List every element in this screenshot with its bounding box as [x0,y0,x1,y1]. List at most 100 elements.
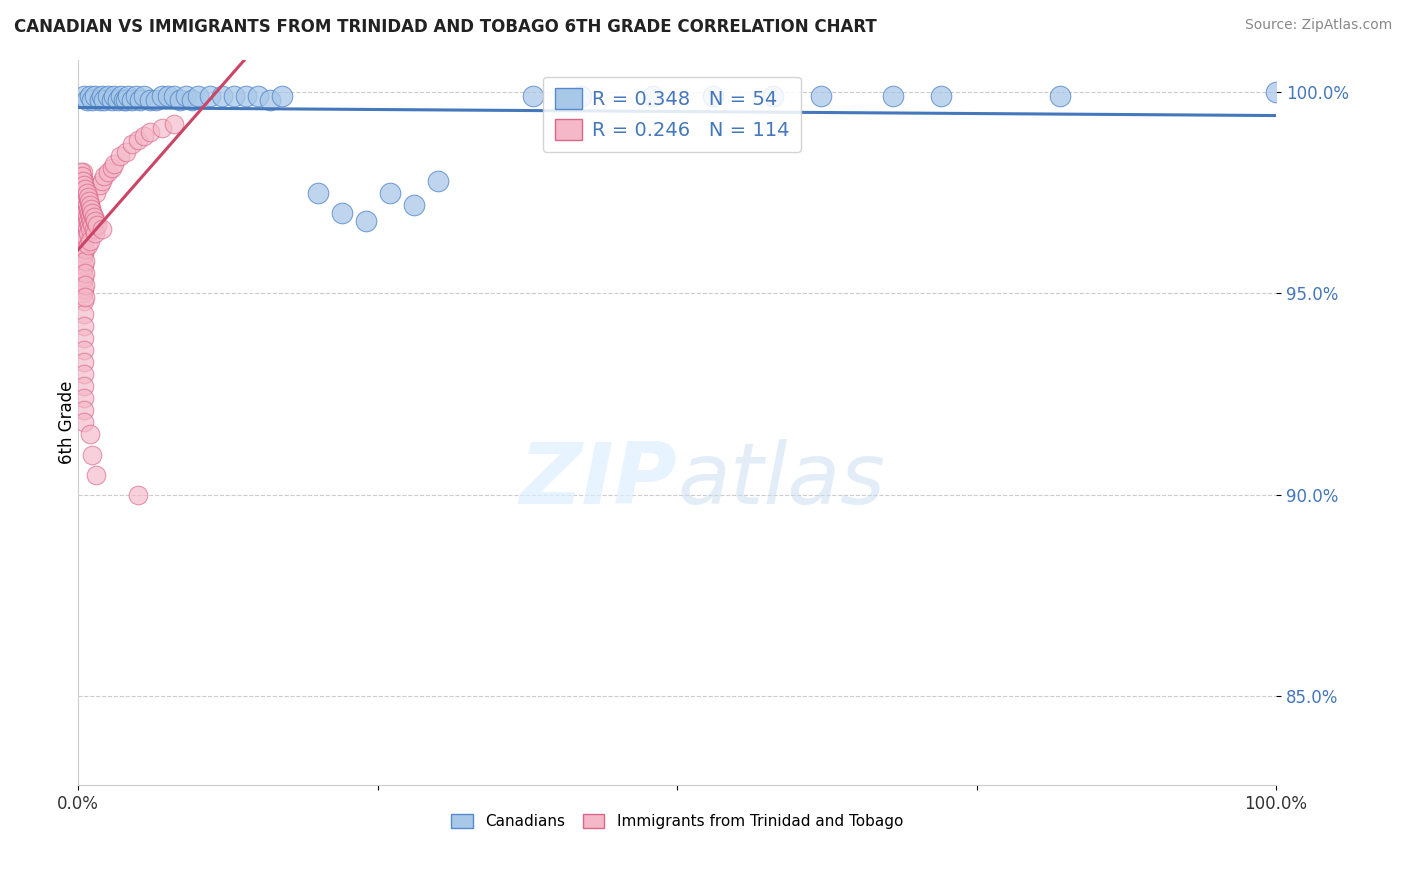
Point [76,189,98,203]
Point [132,129,155,144]
Point [83,214,105,228]
Point [882,88,904,103]
Point [354,214,377,228]
Point [117,88,139,103]
Point [270,88,292,103]
Point [150,88,173,103]
Point [69,189,91,203]
Point [70,169,93,184]
Point [108,149,131,163]
Point [139,93,162,107]
Point [129,93,152,107]
Point [84,186,107,200]
Point [75,230,97,244]
Point [79,197,101,211]
Point [73,331,96,345]
Point [83,210,105,224]
Point [307,186,329,200]
Point [121,137,143,152]
Point [72,262,94,277]
Point [70,181,93,195]
Point [93,93,115,107]
Point [75,181,97,195]
Point [75,290,97,304]
Point [75,254,97,268]
Point [72,286,94,301]
Point [72,274,94,288]
Point [127,133,149,147]
Point [72,173,94,187]
Point [82,206,104,220]
Point [222,88,245,103]
Point [73,379,96,393]
Point [73,234,96,248]
Point [67,173,90,187]
Point [198,88,221,103]
Point [73,258,96,272]
Point [70,230,93,244]
Point [73,367,96,381]
Point [69,178,91,192]
Point [73,270,96,285]
Point [69,214,91,228]
Point [79,210,101,224]
Point [73,355,96,369]
Point [211,88,233,103]
Point [187,88,209,103]
Point [80,202,103,216]
Point [174,88,197,103]
Text: CANADIAN VS IMMIGRANTS FROM TRINIDAD AND TOBAGO 6TH GRADE CORRELATION CHART: CANADIAN VS IMMIGRANTS FROM TRINIDAD AND… [14,18,877,36]
Point [79,427,101,442]
Point [97,165,120,179]
Point [70,218,93,232]
Point [127,488,149,502]
Point [91,222,114,236]
Point [76,186,98,200]
Point [79,197,101,211]
Point [80,214,103,228]
Point [73,343,96,357]
Text: Source: ZipAtlas.com: Source: ZipAtlas.com [1244,18,1392,32]
Point [70,194,93,208]
Point [156,88,179,103]
Point [103,88,125,103]
Point [89,93,111,107]
Point [70,169,93,184]
Point [83,210,105,224]
Point [72,250,94,264]
Point [259,93,281,107]
Point [75,278,97,293]
Point [72,178,94,192]
Point [89,178,111,192]
Point [83,214,105,228]
Point [569,88,592,103]
Point [163,117,186,131]
Point [76,238,98,252]
Point [402,197,425,211]
Point [76,210,98,224]
Point [79,222,101,236]
Point [115,145,138,160]
Point [150,121,173,136]
Point [145,93,167,107]
Point [73,210,96,224]
Point [70,242,93,256]
Point [69,226,91,240]
Point [73,403,96,417]
Point [73,318,96,333]
Point [91,88,114,103]
Point [82,93,104,107]
Point [929,88,952,103]
Point [1049,88,1071,103]
Point [100,161,122,176]
Point [132,88,155,103]
Point [73,178,96,192]
Point [378,186,401,200]
Point [235,88,257,103]
Point [75,181,97,195]
Point [77,194,100,208]
Point [69,202,91,216]
Point [86,218,108,232]
Point [83,88,105,103]
Point [76,197,98,211]
